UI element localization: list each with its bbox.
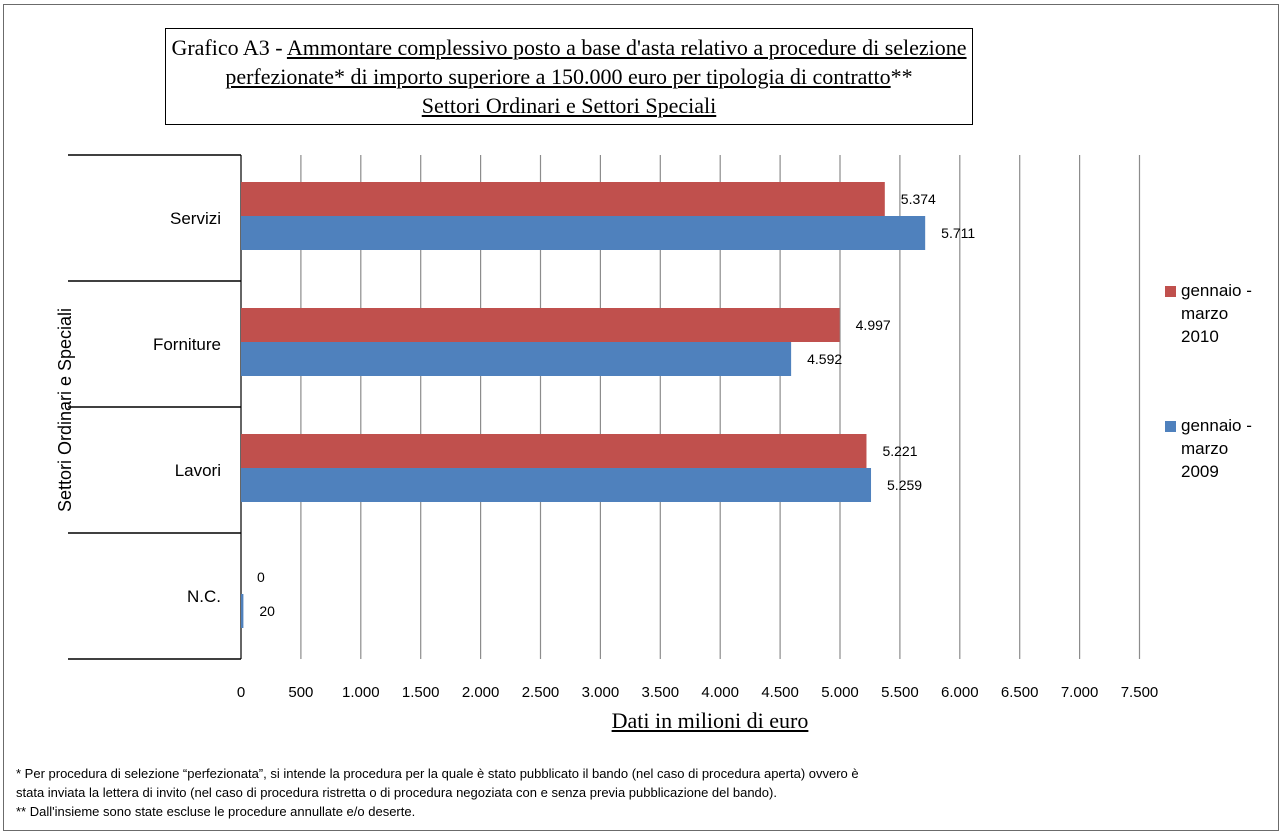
x-tick-label: 3.000 bbox=[582, 684, 620, 701]
footnote-2: ** Dall'insieme sono state escluse le pr… bbox=[16, 804, 416, 819]
footnote-1-line-1: * Per procedura di selezione “perfeziona… bbox=[16, 766, 859, 781]
data-label: 5.374 bbox=[901, 191, 936, 207]
category-label: Forniture bbox=[153, 335, 221, 354]
x-tick-label: 4.000 bbox=[701, 684, 739, 701]
title-line-1: Grafico A3 - Ammontare complessivo posto… bbox=[166, 33, 972, 62]
footnote-1-line-2: stata inviata la lettera di invito (nel … bbox=[16, 785, 777, 800]
bar-2009 bbox=[241, 594, 244, 628]
bar-2009 bbox=[241, 342, 792, 376]
x-tick-label: 7.500 bbox=[1121, 684, 1159, 701]
title-line-3: Settori Ordinari e Settori Speciali bbox=[166, 91, 972, 120]
bar-2009 bbox=[241, 468, 872, 502]
x-tick-label: 5.000 bbox=[821, 684, 859, 701]
bar-2010 bbox=[241, 434, 867, 468]
category-label: Servizi bbox=[170, 209, 221, 228]
title-main-1: Ammontare complessivo posto a base d'ast… bbox=[286, 35, 967, 60]
data-label: 4.592 bbox=[807, 351, 842, 367]
bar-2010 bbox=[241, 182, 885, 216]
data-label: 4.997 bbox=[856, 317, 891, 333]
footnotes: * Per procedura di selezione “perfeziona… bbox=[16, 764, 1256, 821]
title-main-3: Settori Ordinari e Settori Speciali bbox=[421, 93, 717, 118]
category-label: Lavori bbox=[175, 461, 221, 480]
x-tick-label: 0 bbox=[237, 684, 245, 701]
x-axis-title: Dati in milioni di euro bbox=[611, 708, 809, 733]
data-label: 5.221 bbox=[882, 443, 917, 459]
data-label: 5.711 bbox=[941, 225, 975, 241]
x-tick-label: 1.500 bbox=[402, 684, 440, 701]
legend-label-2010: gennaio - marzo 2010 bbox=[1181, 281, 1252, 346]
bar-2010 bbox=[241, 308, 840, 342]
x-tick-label: 1.000 bbox=[342, 684, 380, 701]
title-suffix: ** bbox=[890, 64, 913, 89]
data-label: 0 bbox=[257, 569, 265, 585]
x-tick-label: 4.500 bbox=[761, 684, 799, 701]
bar-2009 bbox=[241, 216, 926, 250]
data-label: 5.259 bbox=[887, 477, 922, 493]
x-tick-label: 6.000 bbox=[941, 684, 979, 701]
x-tick-label: 3.500 bbox=[642, 684, 680, 701]
legend-swatch-2010 bbox=[1165, 286, 1176, 297]
x-tick-label: 5.500 bbox=[881, 684, 919, 701]
x-tick-label: 6.500 bbox=[1001, 684, 1039, 701]
data-label: 20 bbox=[259, 603, 275, 619]
x-tick-label: 2.500 bbox=[522, 684, 560, 701]
title-prefix: Grafico A3 - bbox=[171, 35, 287, 60]
category-label: N.C. bbox=[187, 587, 221, 606]
legend-label-2009: gennaio - marzo 2009 bbox=[1181, 416, 1252, 481]
title-line-2: perfezionate* di importo superiore a 150… bbox=[166, 62, 972, 91]
x-tick-label: 7.000 bbox=[1061, 684, 1099, 701]
title-main-2: perfezionate* di importo superiore a 150… bbox=[225, 64, 891, 89]
legend-swatch-2009 bbox=[1165, 421, 1176, 432]
chart-title-box: Grafico A3 - Ammontare complessivo posto… bbox=[165, 28, 973, 125]
x-tick-label: 2.000 bbox=[462, 684, 500, 701]
chart-frame bbox=[3, 4, 1279, 831]
y-axis-title: Settori Ordinari e Speciali bbox=[55, 307, 75, 513]
x-tick-label: 500 bbox=[288, 684, 313, 701]
